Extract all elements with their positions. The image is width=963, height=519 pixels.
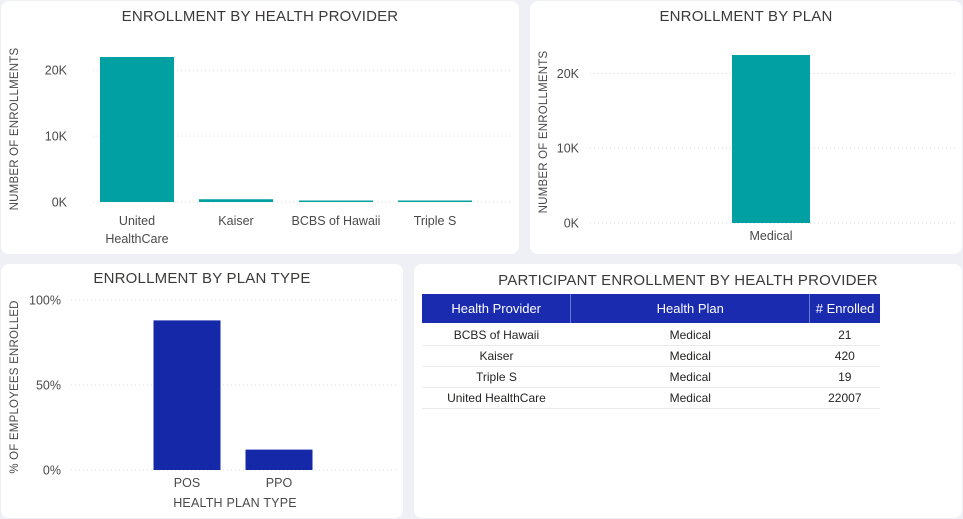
bar-triple-s: [398, 200, 472, 202]
x-tick-label: Medical: [749, 229, 792, 243]
x-tick-label: HealthCare: [105, 232, 168, 246]
x-tick-label: Kaiser: [218, 214, 253, 228]
cell-provider: Triple S: [422, 366, 571, 388]
cell-enrolled: 420: [809, 345, 880, 367]
y-tick-label: 10K: [45, 130, 68, 144]
y-axis-title: NUMBER OF ENROLLMENTS: [9, 48, 21, 211]
table-row: Kaiser Medical 420: [422, 345, 880, 367]
x-tick-label: Triple S: [414, 214, 457, 228]
provider-chart-card: ENROLLMENT BY HEALTH PROVIDER 0K 10K 20K NU…: [1, 1, 519, 254]
x-axis-title: HEALTH PLAN TYPE: [173, 496, 297, 510]
cell-enrolled: 22007: [809, 387, 880, 409]
plantype-bar-chart: 0% 50% 100% % OF EMPLOYEES ENROLLED POS PPO HE…: [9, 294, 397, 510]
bar-bcbs-of-hawaii: [299, 200, 373, 202]
bar-ppo: [245, 449, 313, 470]
y-tick-label: 50%: [36, 379, 61, 393]
enrollment-table: Health Provider Health Plan # Enrolled B…: [422, 294, 880, 409]
plan-bar-chart: 0K 10K 20K NUMBER OF ENROLLMENTS Medical: [538, 51, 958, 243]
column-header-health-plan[interactable]: Health Plan: [570, 294, 811, 323]
cell-plan: Medical: [570, 345, 810, 367]
x-tick-label: PPO: [266, 476, 293, 490]
cell-enrolled: 21: [809, 323, 880, 346]
cell-plan: Medical: [570, 387, 810, 409]
y-tick-label: 0K: [564, 217, 580, 231]
y-tick-label: 20K: [557, 67, 580, 81]
cell-enrolled: 19: [809, 366, 880, 388]
chart-title: ENROLLMENT BY PLAN: [659, 8, 833, 25]
y-tick-label: 0K: [52, 196, 68, 210]
chart-title: ENROLLMENT BY HEALTH PROVIDER: [121, 8, 399, 25]
bar-pos: [153, 320, 221, 470]
table-row: United HealthCare Medical 22007: [422, 387, 880, 409]
column-header-health-provider[interactable]: Health Provider: [422, 294, 572, 323]
plantype-chart-card: ENROLLMENT BY PLAN TYPE 0% 50% 100% % OF EM…: [1, 264, 403, 518]
plan-chart-card: ENROLLMENT BY PLAN 0K 10K 20K NUMBER OF ENR…: [530, 1, 962, 254]
participant-table-card: PARTICIPANT ENROLLMENT BY HEALTH PROVIDE…: [414, 264, 962, 518]
y-tick-label: 20K: [45, 64, 68, 78]
column-header-enrolled[interactable]: # Enrolled: [809, 294, 880, 323]
x-tick-label: POS: [174, 476, 200, 490]
bar-kaiser: [199, 199, 273, 202]
cell-provider: United HealthCare: [422, 387, 571, 409]
y-tick-label: 100%: [29, 294, 61, 308]
y-axis-title: % OF EMPLOYEES ENROLLED: [9, 300, 21, 473]
cell-plan: Medical: [570, 323, 810, 346]
table-row: BCBS of Hawaii Medical 21: [422, 323, 880, 346]
cell-provider: BCBS of Hawaii: [422, 323, 571, 346]
table-title: PARTICIPANT ENROLLMENT BY HEALTH PROVIDE…: [498, 272, 878, 289]
table-header-row: Health Provider Health Plan # Enrolled: [422, 294, 880, 323]
table-row: Triple S Medical 19: [422, 366, 880, 388]
bar-united-healthcare: [100, 57, 174, 202]
provider-bar-chart: 0K 10K 20K NUMBER OF ENROLLMENTS United Healt…: [9, 48, 513, 246]
x-tick-label: BCBS of Hawaii: [292, 214, 381, 228]
y-tick-label: 10K: [557, 142, 580, 156]
y-tick-label: 0%: [43, 464, 61, 478]
chart-title: ENROLLMENT BY PLAN TYPE: [93, 270, 311, 287]
y-axis-title: NUMBER OF ENROLLMENTS: [538, 51, 550, 214]
x-tick-label: United: [119, 214, 155, 228]
bar-medical: [732, 55, 810, 223]
cell-provider: Kaiser: [422, 345, 571, 367]
cell-plan: Medical: [570, 366, 810, 388]
